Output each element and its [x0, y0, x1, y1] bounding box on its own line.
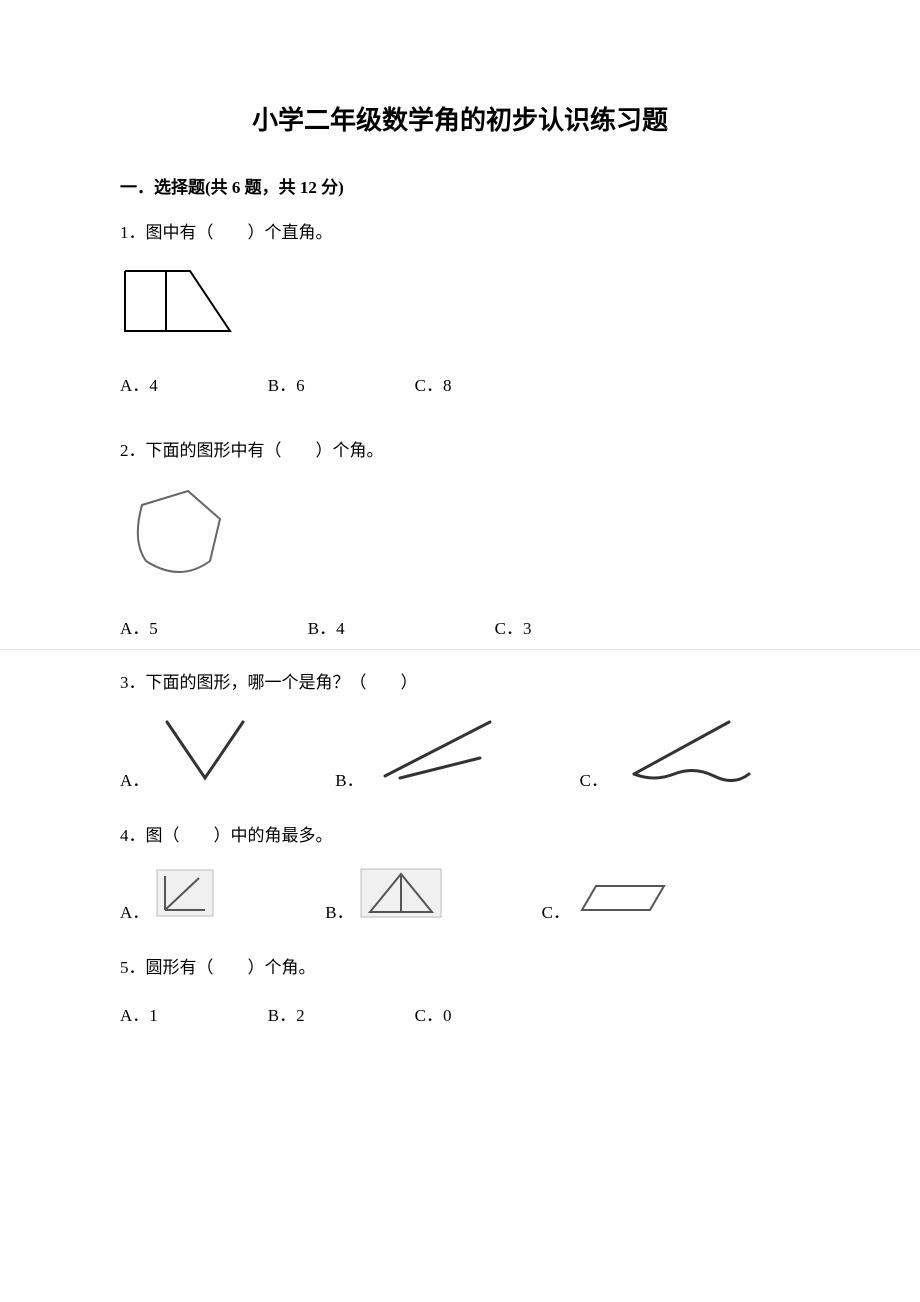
q3-options: A． B． C．	[120, 716, 800, 791]
q4-opt-c-label: C．	[542, 898, 570, 923]
q5-opt-a: A．1	[120, 1001, 158, 1026]
q2-opt-c: C．3	[495, 614, 532, 639]
section-header: 一．选择题(共 6 题，共 12 分)	[120, 173, 800, 198]
trapezoid-icon	[120, 266, 240, 340]
polygon-icon	[120, 483, 240, 583]
q4-options: A． B． C．	[120, 868, 800, 923]
two-lines-icon	[370, 716, 500, 791]
q4-opt-c: C．	[542, 878, 670, 923]
q3-opt-b: B．	[335, 716, 499, 791]
parallelogram-icon	[576, 878, 670, 923]
q4-opt-a-label: A．	[120, 898, 149, 923]
page: 小学二年级数学角的初步认识练习题 一．选择题(共 6 题，共 12 分) 1．图…	[0, 0, 920, 1096]
q1-opt-b: B．6	[268, 371, 305, 396]
angle-box-icon	[155, 868, 215, 923]
q5-opt-b: B．2	[268, 1001, 305, 1026]
q3-opt-c: C．	[580, 716, 754, 791]
v-shape-icon	[155, 716, 255, 791]
q3-opt-a-label: A．	[120, 766, 149, 791]
q2-opt-b: B．4	[308, 614, 345, 639]
q4-text: 4．图（ ）中的角最多。	[120, 823, 800, 849]
q5-opt-c: C．0	[415, 1001, 452, 1026]
q1-figure	[120, 266, 800, 345]
page-title: 小学二年级数学角的初步认识练习题	[120, 100, 800, 137]
q4-opt-a: A．	[120, 868, 215, 923]
q3-opt-c-label: C．	[580, 766, 608, 791]
angle-wavy-icon	[614, 716, 754, 791]
q4-opt-b: B．	[325, 868, 441, 923]
q2-figure	[120, 483, 800, 588]
q2-opt-a: A．5	[120, 614, 158, 639]
q3-text: 3．下面的图形，哪一个是角？（ ）	[120, 670, 800, 696]
q1-text: 1．图中有（ ）个直角。	[120, 220, 800, 246]
triangle-split-icon	[360, 868, 442, 923]
q4-opt-b-label: B．	[325, 898, 353, 923]
divider	[0, 649, 920, 650]
q2-options: A．5 B．4 C．3	[120, 614, 800, 639]
q5-text: 5．圆形有（ ）个角。	[120, 955, 800, 981]
q3-opt-a: A．	[120, 716, 255, 791]
q3-opt-b-label: B．	[335, 766, 363, 791]
q1-opt-c: C．8	[415, 371, 452, 396]
q1-options: A．4 B．6 C．8	[120, 371, 800, 396]
q1-opt-a: A．4	[120, 371, 158, 396]
q5-options: A．1 B．2 C．0	[120, 1001, 800, 1026]
q2-text: 2．下面的图形中有（ ）个角。	[120, 438, 800, 464]
